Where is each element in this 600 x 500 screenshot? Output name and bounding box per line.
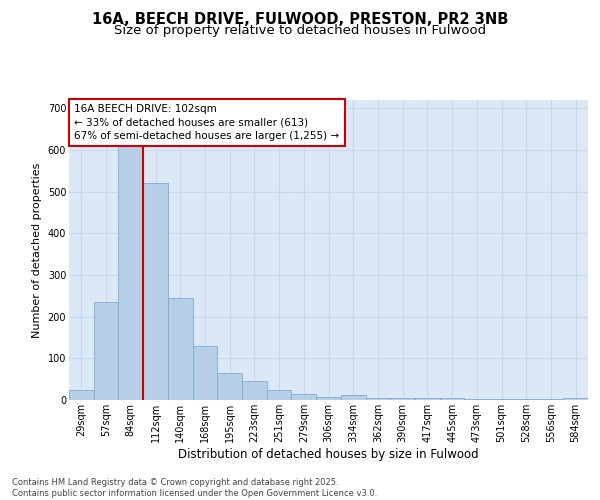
Bar: [69, 390, 94, 400]
Bar: [168, 298, 193, 400]
Bar: [514, 399, 539, 400]
Bar: [242, 381, 267, 400]
Bar: [365, 398, 390, 400]
Bar: [118, 146, 143, 400]
Bar: [292, 394, 316, 400]
Bar: [539, 399, 563, 400]
Bar: [464, 399, 489, 400]
X-axis label: Distribution of detached houses by size in Fulwood: Distribution of detached houses by size …: [178, 448, 479, 460]
Bar: [217, 373, 242, 400]
Bar: [94, 302, 118, 400]
Bar: [143, 184, 168, 400]
Text: 16A BEECH DRIVE: 102sqm
← 33% of detached houses are smaller (613)
67% of semi-d: 16A BEECH DRIVE: 102sqm ← 33% of detache…: [74, 104, 340, 141]
Bar: [489, 399, 514, 400]
Bar: [341, 395, 365, 400]
Text: Contains HM Land Registry data © Crown copyright and database right 2025.
Contai: Contains HM Land Registry data © Crown c…: [12, 478, 377, 498]
Bar: [267, 390, 292, 400]
Bar: [390, 398, 415, 400]
Bar: [563, 398, 588, 400]
Bar: [415, 398, 440, 400]
Bar: [316, 396, 341, 400]
Text: 16A, BEECH DRIVE, FULWOOD, PRESTON, PR2 3NB: 16A, BEECH DRIVE, FULWOOD, PRESTON, PR2 …: [92, 12, 508, 28]
Bar: [193, 346, 217, 400]
Y-axis label: Number of detached properties: Number of detached properties: [32, 162, 42, 338]
Text: Size of property relative to detached houses in Fulwood: Size of property relative to detached ho…: [114, 24, 486, 37]
Bar: [440, 398, 464, 400]
